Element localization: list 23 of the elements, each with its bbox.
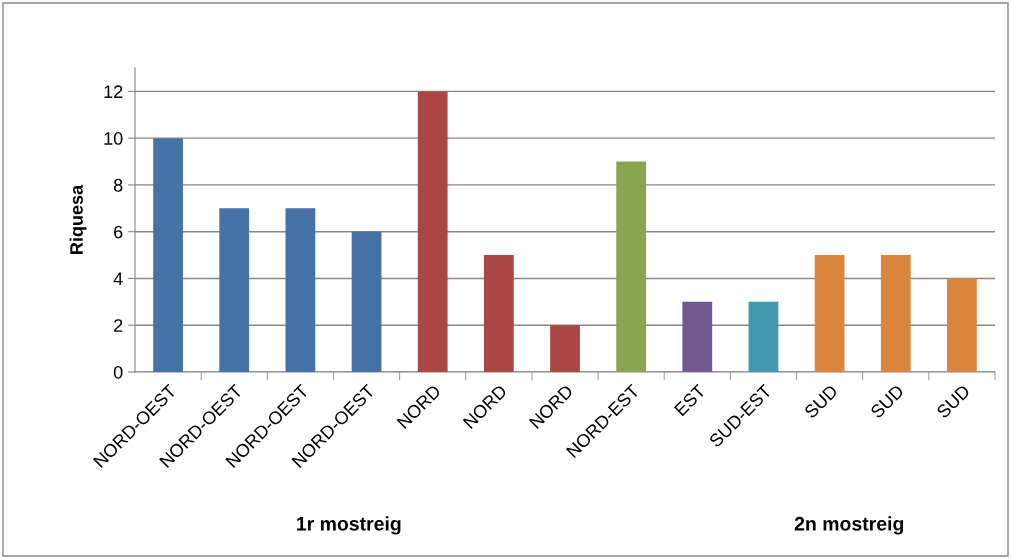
bar [880,255,911,372]
y-tick-label: 8 [113,178,123,192]
bar [351,231,382,372]
y-tick-label: 4 [113,272,123,285]
bar [814,255,845,372]
y-tick-label: 0 [113,365,123,379]
bar [550,325,580,372]
y-axis-title: Riquesa [69,184,87,254]
text: 1r mostreig [297,516,401,535]
bar [483,255,514,372]
bar [285,208,316,372]
y-tick-label: 6 [114,225,123,239]
y-tick-label: 2 [114,319,123,332]
bar [153,138,183,372]
bar [748,301,779,372]
bar [682,301,713,372]
y-tick-label: 10 [104,132,123,145]
bar [616,161,647,372]
bar [417,91,448,372]
text: 2n mostreig [794,516,904,535]
bar [219,208,250,372]
bar [947,278,977,372]
y-tick-label: 12 [104,85,123,98]
